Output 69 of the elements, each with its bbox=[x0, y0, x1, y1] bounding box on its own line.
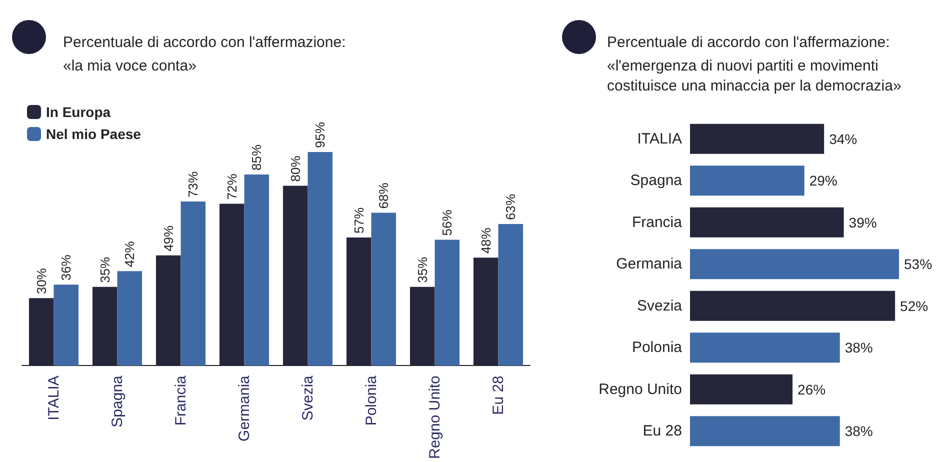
x-tick-label: Spagna bbox=[108, 374, 126, 428]
bar bbox=[690, 416, 840, 446]
bar bbox=[498, 224, 524, 366]
y-tick-label: Francia bbox=[632, 214, 683, 231]
bar bbox=[371, 212, 396, 366]
data-label: 39% bbox=[848, 214, 877, 230]
data-label: 42% bbox=[122, 240, 138, 268]
data-label: 68% bbox=[376, 182, 392, 209]
x-tick-label: Regno Unito bbox=[426, 376, 444, 460]
bar bbox=[28, 298, 54, 366]
data-label: 52% bbox=[900, 298, 928, 314]
data-label: 35% bbox=[414, 256, 430, 283]
data-label: 30% bbox=[34, 268, 49, 294]
data-label: 57% bbox=[351, 206, 366, 234]
y-tick-label: Svezia bbox=[636, 297, 683, 314]
x-tick-label: Polonia bbox=[362, 374, 380, 426]
data-label: 63% bbox=[503, 193, 518, 220]
y-tick-label: Polonia bbox=[632, 339, 683, 356]
data-label: 49% bbox=[160, 224, 176, 252]
data-label: 53% bbox=[904, 256, 932, 272]
bar bbox=[244, 174, 270, 366]
bar bbox=[180, 201, 206, 366]
chart-title: Percentuale di accordo con l'affermazione: bbox=[63, 34, 346, 51]
bar bbox=[117, 271, 142, 366]
bar bbox=[346, 237, 372, 366]
y-tick-label: Eu 28 bbox=[642, 422, 682, 440]
bar bbox=[156, 255, 181, 366]
data-label: 35% bbox=[97, 256, 112, 283]
data-label: 29% bbox=[809, 172, 838, 189]
bar bbox=[473, 258, 498, 366]
data-label: 34% bbox=[829, 130, 858, 147]
data-label: 48% bbox=[478, 227, 494, 254]
bar bbox=[282, 186, 308, 366]
data-label: 38% bbox=[844, 423, 873, 440]
bar bbox=[92, 286, 118, 366]
data-label: 56% bbox=[440, 209, 455, 236]
x-tick-label: Svezia bbox=[299, 374, 316, 421]
bar bbox=[308, 152, 333, 366]
legend-label: Nel mio Paese bbox=[46, 126, 142, 142]
bar bbox=[434, 240, 460, 366]
bar bbox=[690, 332, 840, 363]
legend-label: In Europa bbox=[46, 104, 111, 120]
data-label: 80% bbox=[288, 155, 303, 182]
data-label: 36% bbox=[58, 254, 74, 281]
chart-subtitle: «la mia voce conta» bbox=[63, 58, 196, 74]
y-tick-label: Spagna bbox=[630, 172, 683, 190]
bar bbox=[219, 204, 244, 366]
bar bbox=[690, 124, 824, 154]
bar bbox=[54, 284, 79, 366]
x-tick-label: ITALIA bbox=[45, 376, 62, 420]
data-label: 85% bbox=[249, 144, 264, 170]
y-tick-label: ITALIA bbox=[637, 130, 682, 148]
data-label: 72% bbox=[224, 173, 240, 200]
chart-subtitle: «l'emergenza di nuovi partiti e movimenti costituisce una minaccia per la democrazia» bbox=[607, 58, 902, 94]
y-tick-label: Germania bbox=[616, 256, 683, 273]
bar bbox=[690, 374, 793, 404]
bar bbox=[690, 290, 896, 321]
bar bbox=[690, 249, 899, 280]
x-tick-label: Eu 28 bbox=[490, 376, 507, 415]
bar bbox=[690, 207, 844, 238]
x-tick-label: Francia bbox=[172, 374, 190, 426]
data-label: 95% bbox=[312, 122, 328, 148]
data-label: 73% bbox=[186, 171, 201, 198]
bar bbox=[410, 286, 435, 366]
bar bbox=[690, 166, 804, 196]
x-tick-label: Germania bbox=[236, 374, 253, 442]
chart-title: Percentuale di accordo con l'affermazione: bbox=[607, 34, 890, 51]
data-label: 38% bbox=[844, 340, 873, 356]
data-label: 26% bbox=[798, 381, 826, 398]
